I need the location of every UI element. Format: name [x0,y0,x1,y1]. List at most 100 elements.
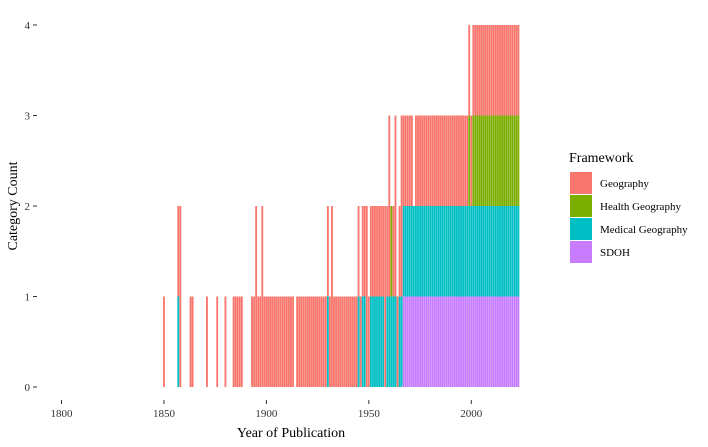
bar-segment [415,115,417,206]
bar-segment [163,296,165,387]
bar-segment [253,296,256,387]
legend-key-health-geography [570,195,592,217]
bar-segment [517,206,520,297]
bar-segment [466,296,469,387]
bar-segment [396,296,399,387]
bar-segment [290,296,292,387]
bar-segment [427,296,430,387]
y-tick-label: 4 [25,20,31,32]
bar-segment [423,296,426,387]
bar-segment [318,296,321,387]
bar-segment [456,296,458,387]
bar-segment [441,115,444,206]
bar-segment [382,296,385,387]
bar-segment [509,115,512,206]
bar-segment [179,206,182,387]
bar-segment [503,115,505,206]
bar-segment [189,296,192,387]
bar-segment [410,115,413,206]
bar-segment [269,296,272,387]
y-axis: 0 1 2 3 4 [25,20,37,394]
bar-segment [333,296,335,387]
bar-segment [449,115,452,206]
bar-segment [445,206,448,297]
x-axis-title: Year of Publication [237,426,345,441]
bar-segment [408,296,411,387]
bar-segment [458,296,460,387]
bar-segment [460,296,462,387]
bar-segment [380,206,383,297]
bar-segment [361,206,364,297]
bar-segment [419,115,421,206]
bar-segment [417,296,419,387]
bar-segment [499,206,501,297]
bar-segment [423,206,426,297]
bar-segment [468,296,471,387]
bar-segment [499,25,501,116]
bar-segment [400,115,403,297]
bar-segment [503,296,505,387]
bar-segment [402,296,405,387]
bar-segment [480,25,483,116]
bar-segment [482,25,485,116]
bar-segment [482,296,485,387]
bar-segment [392,206,395,297]
legend-label: Geography [600,178,649,190]
bar-segment [415,296,417,387]
bar-segment [314,296,317,387]
bar-segment [505,115,508,206]
bar-segment [369,296,372,387]
bar-segment [468,25,471,116]
bar-segment [419,296,421,387]
x-tick-label: 1800 [50,408,73,420]
bar-segment [312,296,315,387]
x-tick-label: 2000 [460,408,483,420]
bar-segment [281,296,284,387]
bar-segment [404,296,407,387]
bar-segment [412,206,415,297]
bar-segment [476,296,479,387]
bar-segment [490,25,493,116]
bar-segment [400,296,403,387]
bar-segment [484,115,487,206]
bar-segment [505,25,508,116]
bar-segment [402,206,405,297]
bar-segment [474,25,477,116]
bar-segment [464,115,467,206]
bar-segment [339,296,342,387]
bar-segment [427,206,430,297]
bar-segment [433,206,436,297]
bar-segment [445,115,448,206]
bar-segment [234,296,237,387]
bar-segment [240,296,243,387]
bar-segment [421,296,424,387]
bar-segment [492,115,495,206]
bar-segment [437,206,440,297]
bar-segment [322,296,325,387]
bar-segment [492,25,495,116]
bar-segment [259,296,262,387]
bar-segment [421,206,424,297]
bar-segment [509,296,512,387]
bar-segment [349,296,352,387]
bar-segment [324,296,327,387]
bar-segment [466,115,469,206]
bars-layer [163,25,520,387]
bar-segment [472,115,475,206]
bar-segment [288,296,290,387]
bar-segment [302,296,305,387]
bar-segment [513,115,516,206]
bar-segment [429,206,432,297]
bar-segment [351,296,354,387]
bar-segment [320,296,323,387]
bar-segment [478,296,481,387]
bar-segment [456,206,458,297]
bar-segment [441,296,444,387]
bar-segment [431,115,434,206]
bar-segment [451,296,454,387]
y-axis-title: Category Count [6,161,21,250]
bar-segment [378,206,380,297]
bar-segment [499,115,501,206]
bar-segment [206,296,208,387]
bar-segment [441,206,444,297]
